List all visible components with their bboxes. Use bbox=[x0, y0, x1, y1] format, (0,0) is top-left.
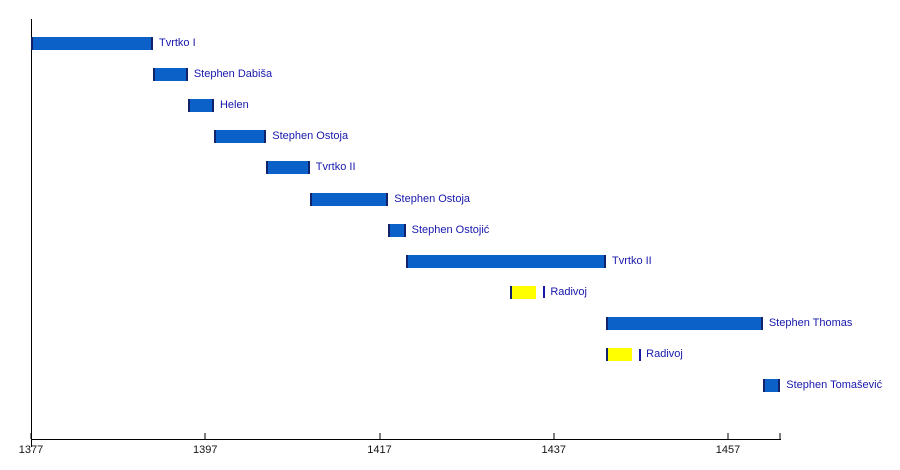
reign-bar-label: Radivoj bbox=[646, 348, 683, 360]
reign-bar-label: Tvrtko I bbox=[158, 37, 196, 49]
x-axis-tick bbox=[553, 433, 555, 439]
x-axis-tick bbox=[727, 433, 729, 439]
x-axis-tick-label: 1397 bbox=[193, 444, 218, 456]
reign-bar bbox=[31, 37, 153, 50]
reign-bar bbox=[510, 285, 537, 299]
reign-bar bbox=[266, 161, 310, 175]
x-axis-tick-label: 1457 bbox=[715, 444, 741, 456]
pretender-separator-tick bbox=[639, 348, 642, 361]
reign-bar bbox=[152, 68, 188, 82]
x-axis-tick bbox=[379, 433, 380, 439]
reign-bar-label: Stephen Ostoja bbox=[272, 130, 349, 143]
x-axis-tick-label: 1377 bbox=[18, 444, 44, 456]
reign-bar bbox=[187, 99, 214, 113]
reign-bar-label: Tvrtko II bbox=[315, 161, 356, 174]
reign-bar bbox=[309, 192, 389, 206]
y-axis-line bbox=[31, 19, 32, 447]
reign-bar-label: Stephen Dabiša bbox=[193, 68, 273, 81]
reign-bar bbox=[606, 316, 763, 330]
x-axis-tick-label: 1437 bbox=[541, 444, 566, 456]
reign-bar bbox=[762, 379, 781, 393]
reign-bar-label: Radivoj bbox=[550, 285, 587, 298]
reign-bar bbox=[388, 223, 406, 237]
x-axis-end-tick bbox=[779, 433, 781, 439]
x-axis-line bbox=[31, 439, 781, 440]
x-axis-tick bbox=[30, 433, 32, 439]
reign-bar-label: Stephen Ostojić bbox=[411, 223, 490, 236]
reign-bar-label: Stephen Ostoja bbox=[394, 192, 471, 205]
reign-bar-label: Tvrtko II bbox=[612, 254, 652, 267]
x-axis-tick bbox=[204, 433, 206, 439]
reign-bar bbox=[213, 130, 267, 144]
reign-bar-label: Helen bbox=[219, 99, 249, 112]
reign-bar bbox=[606, 348, 633, 361]
reign-bar-label: Stephen Tomašević bbox=[786, 379, 883, 392]
reign-bar bbox=[405, 254, 606, 268]
x-axis-tick-label: 1417 bbox=[367, 444, 392, 456]
pretender-separator-tick bbox=[543, 286, 546, 299]
reign-bar-label: Stephen Thomas bbox=[768, 316, 853, 329]
